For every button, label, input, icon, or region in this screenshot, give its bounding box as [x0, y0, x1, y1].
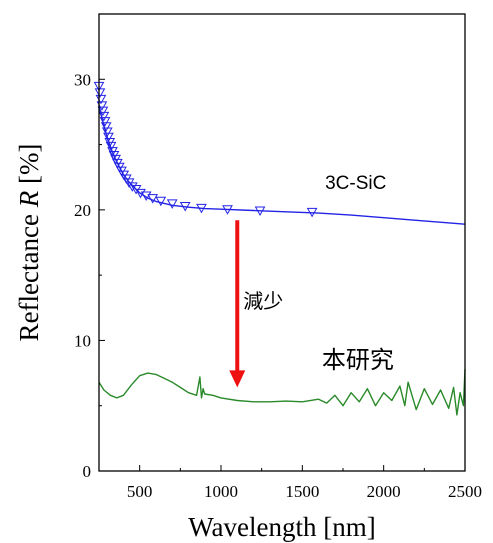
series-marker	[222, 205, 233, 215]
tick-layer: 500 1000 1500 2000 2500 0 10 20 30	[74, 70, 482, 501]
x-tick-label: 1000	[204, 482, 238, 501]
series-marker	[179, 201, 191, 212]
x-tick-label: 1500	[285, 482, 319, 501]
y-tick-label: 20	[74, 201, 91, 220]
series-marker	[97, 106, 109, 117]
series-label: 3C-SiC	[325, 173, 386, 194]
series-marker	[101, 127, 113, 138]
y-axis-title-symbol: R	[14, 190, 44, 208]
y-tick-label: 30	[74, 70, 91, 89]
series-marker	[105, 141, 117, 152]
series-line-1	[98, 105, 466, 225]
decrease-label: 減少	[243, 290, 283, 313]
x-tick-label: 2000	[367, 482, 401, 501]
annotation-layer: 3C-SiC 本研究 減少	[229, 173, 394, 388]
decrease-arrow-head	[229, 370, 246, 388]
y-tick-label: 0	[83, 462, 92, 481]
series-marker	[254, 206, 266, 217]
y-tick-label: 10	[74, 331, 91, 350]
series-layer	[93, 81, 466, 416]
series-marker	[94, 88, 106, 98]
y-axis-title-prefix: Reflectance	[14, 207, 44, 341]
series-marker	[147, 194, 159, 204]
series-label: 本研究	[322, 347, 394, 374]
x-tick-label: 2500	[448, 482, 482, 501]
y-axis-title: Reflectance R [%]	[14, 144, 44, 342]
y-axis-title-suffix: [%]	[14, 144, 44, 191]
series-marker	[98, 111, 110, 122]
plot-frame	[98, 13, 466, 472]
x-axis-title: Wavelength [nm]	[188, 512, 376, 542]
series-line-2	[98, 369, 466, 416]
series-marker	[100, 122, 112, 132]
series-marker	[166, 199, 178, 209]
series-marker	[155, 196, 167, 207]
series-marker	[99, 117, 111, 127]
series-marker	[196, 203, 207, 214]
series-marker	[126, 182, 138, 192]
series-marker	[103, 132, 114, 143]
x-tick-label: 500	[127, 482, 153, 501]
series-marker	[96, 101, 108, 111]
series-marker	[306, 207, 318, 218]
